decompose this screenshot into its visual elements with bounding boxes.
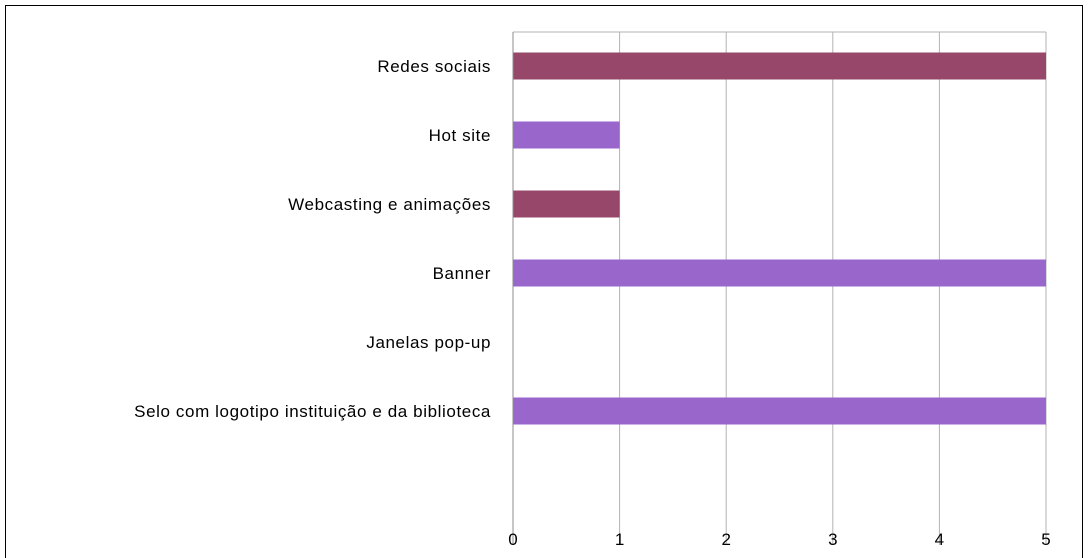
bar-3	[513, 190, 620, 218]
category-label: Selo com logotipo instituição e da bibli…	[134, 402, 491, 421]
category-label: Hot site	[429, 126, 491, 145]
x-tick-label: 5	[1041, 530, 1050, 549]
bar-1	[513, 52, 1046, 80]
category-labels: Redes sociais Hot site Webcasting e animaç…	[134, 57, 491, 421]
x-tick-label: 3	[828, 530, 837, 549]
x-tick-label: 4	[935, 530, 944, 549]
x-tick-labels: 0 1 2 3 4 5	[508, 530, 1050, 549]
category-label: Janelas pop-up	[366, 333, 491, 352]
category-label: Banner	[433, 264, 491, 283]
bar-4	[513, 259, 1046, 287]
category-label: Webcasting e animações	[288, 195, 491, 214]
x-tick-label: 1	[615, 530, 624, 549]
category-label: Redes sociais	[377, 57, 491, 76]
x-tick-label: 0	[508, 530, 517, 549]
bars	[513, 52, 1046, 425]
x-tick-label: 2	[721, 530, 730, 549]
bar-6	[513, 397, 1046, 425]
grid-lines	[513, 31, 1047, 545]
bar-2	[513, 121, 620, 149]
